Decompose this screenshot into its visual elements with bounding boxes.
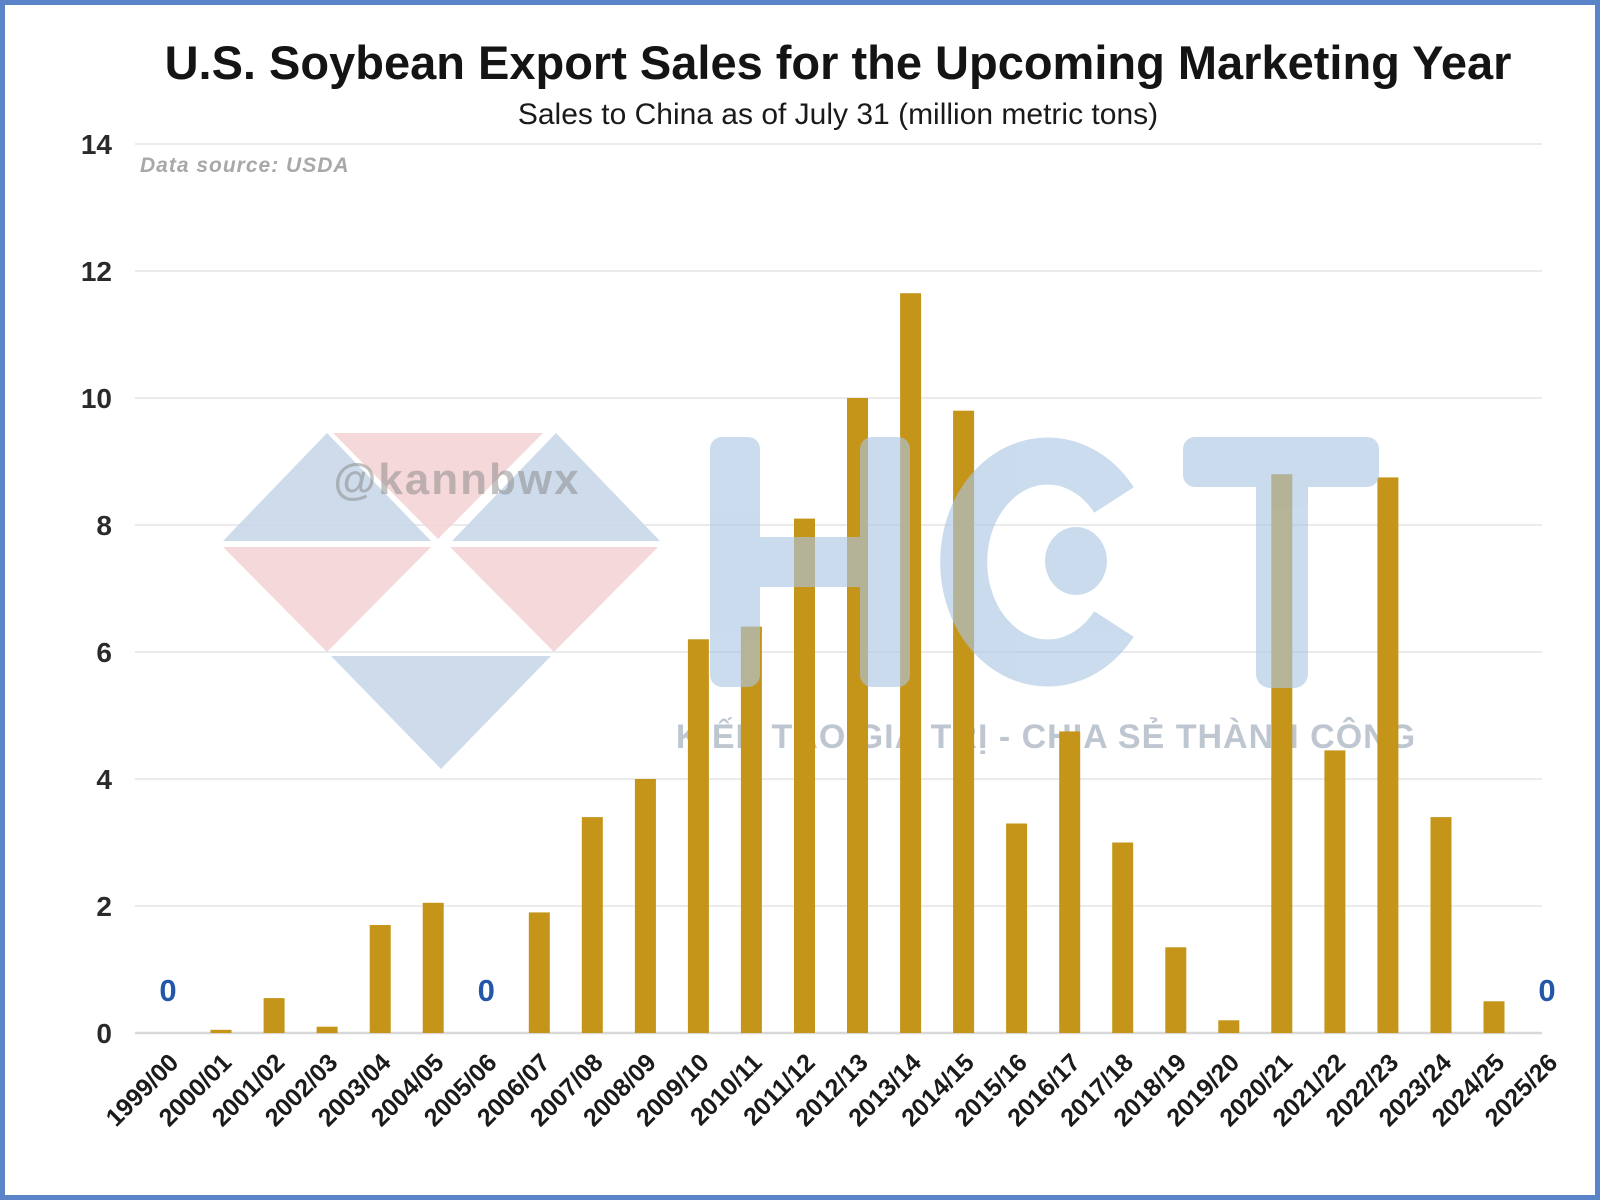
zero-value-labels: 0 0 0 bbox=[159, 973, 1555, 1008]
y-tick-label-6: 6 bbox=[96, 637, 112, 668]
hct-letter-t-stem bbox=[1256, 437, 1308, 688]
bar-2002/03 bbox=[316, 1026, 338, 1034]
y-tick-label-0: 0 bbox=[96, 1018, 112, 1049]
bar-2019/20 bbox=[1218, 1020, 1240, 1033]
hct-letter-c-arc bbox=[940, 437, 1134, 687]
bar-2000/01 bbox=[210, 1029, 232, 1033]
bar-2003/04 bbox=[369, 925, 391, 1033]
bar-2008/09 bbox=[634, 779, 656, 1033]
bar-2024/25 bbox=[1483, 1001, 1505, 1034]
bar-2016/17 bbox=[1059, 731, 1081, 1033]
diamond-facet-mid-right bbox=[450, 547, 658, 652]
bar-2001/02 bbox=[263, 998, 285, 1033]
diamond-facet-bottom bbox=[331, 656, 551, 769]
watermark-slogan: KIẾN TẠO GIÁ TRỊ - CHIA SẺ THÀNH CÔNG bbox=[676, 717, 1416, 756]
chart-subtitle: Sales to China as of July 31 (million me… bbox=[518, 98, 1158, 131]
diamond-facet-top-center bbox=[333, 433, 543, 539]
bar-2004/05 bbox=[422, 902, 444, 1033]
bar-2023/24 bbox=[1430, 817, 1452, 1033]
diamond-facet-mid-left bbox=[223, 547, 431, 652]
bar-2007/08 bbox=[581, 817, 603, 1033]
bar-2010/11 bbox=[740, 626, 762, 1033]
hct-logo-watermark bbox=[710, 437, 1379, 688]
diamond-facet-top-right bbox=[452, 433, 660, 541]
bar-2011/12 bbox=[794, 518, 815, 1033]
data-source-note: Data source: USDA bbox=[140, 154, 350, 177]
bar-2015/16 bbox=[1006, 823, 1028, 1033]
y-tick-label-12: 12 bbox=[81, 256, 112, 287]
hct-letter-h-crossbar bbox=[718, 537, 902, 587]
zero-label-1999/00: 0 bbox=[159, 973, 176, 1008]
y-tick-label-2: 2 bbox=[96, 891, 112, 922]
bar-2006/07 bbox=[528, 912, 550, 1033]
zero-label-2005/06: 0 bbox=[478, 973, 495, 1008]
bar-2009/10 bbox=[687, 639, 709, 1033]
x-axis-labels: 1999/002000/012001/022002/032003/042004/… bbox=[101, 1048, 1564, 1132]
y-tick-label-4: 4 bbox=[96, 764, 112, 795]
bar-2021/22 bbox=[1324, 750, 1346, 1033]
bar-2022/23 bbox=[1377, 477, 1399, 1033]
y-axis-labels: 0 2 4 6 8 10 12 14 bbox=[81, 129, 113, 1049]
diamond-facet-top-left bbox=[223, 433, 431, 541]
y-tick-label-10: 10 bbox=[81, 383, 112, 414]
bar-2017/18 bbox=[1112, 842, 1134, 1033]
chart-title: U.S. Soybean Export Sales for the Upcomi… bbox=[165, 36, 1512, 89]
soybean-export-chart: @kannbwx KIẾN TẠO GIÁ TRỊ - CHIA SẺ THÀN… bbox=[81, 36, 1564, 1132]
watermark-handle: @kannbwx bbox=[333, 455, 580, 504]
hct-letter-c-dot bbox=[1045, 527, 1107, 595]
y-tick-label-8: 8 bbox=[96, 510, 112, 541]
zero-label-2025/26: 0 bbox=[1538, 973, 1555, 1008]
diamond-watermark bbox=[223, 433, 660, 769]
y-tick-label-14: 14 bbox=[81, 129, 113, 160]
bar-2018/19 bbox=[1165, 947, 1187, 1033]
